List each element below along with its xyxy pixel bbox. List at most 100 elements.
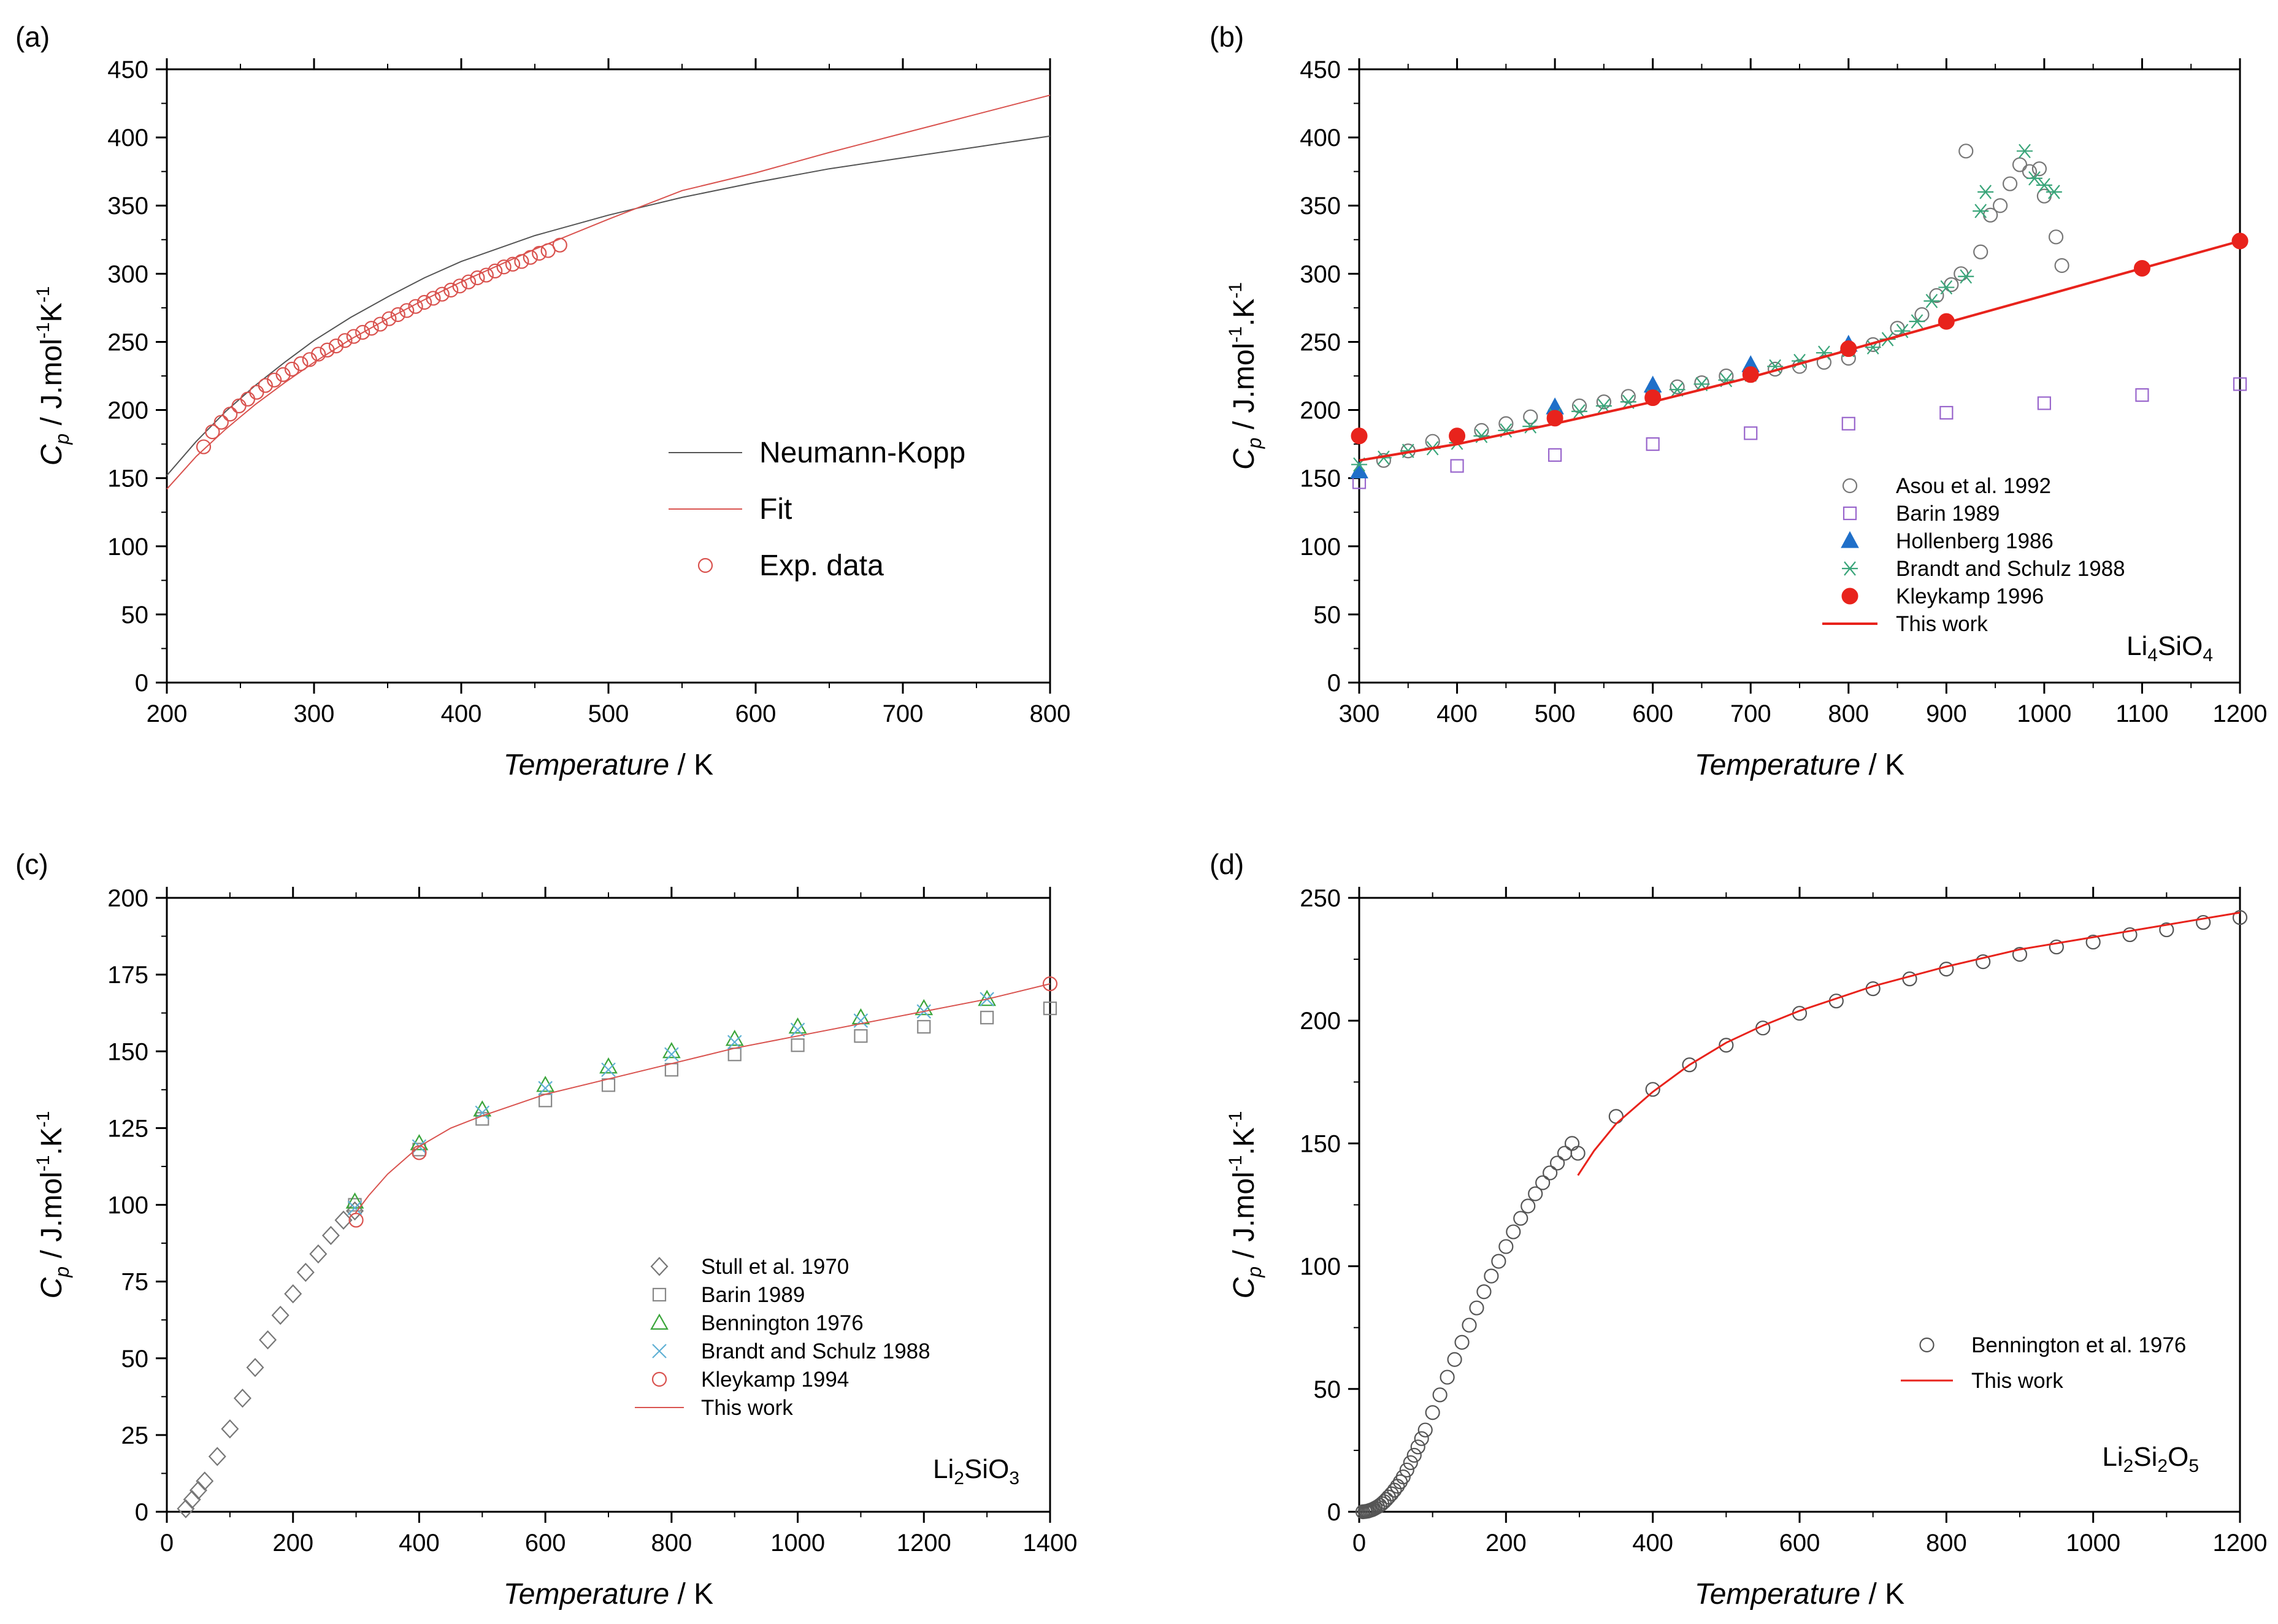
data-point [1929, 288, 1944, 303]
data-point [2016, 144, 2033, 159]
y-tick-label: 400 [1300, 124, 1341, 151]
x-tick-label: 1000 [2017, 700, 2071, 727]
x-tick-label: 1200 [2213, 1530, 2268, 1557]
y-tick-label: 150 [107, 1038, 148, 1065]
data-point [267, 372, 282, 388]
data-point [2085, 934, 2101, 950]
series-this-work [354, 983, 1051, 1215]
data-point [382, 311, 397, 326]
y-tick-label: 150 [107, 465, 148, 492]
legend-label: Fit [759, 493, 792, 526]
data-point [1571, 404, 1587, 419]
series-barin-1989 [1352, 377, 2247, 489]
x-tick-label: 600 [735, 700, 777, 727]
data-point [452, 278, 467, 294]
x-axis-title: Temperature / K [1695, 749, 1904, 781]
data-point [1909, 314, 1925, 329]
legend-label: This work [1896, 612, 1988, 636]
data-point [1719, 1038, 1734, 1053]
data-point [1682, 1057, 1697, 1073]
data-area [177, 976, 1058, 1519]
data-point [275, 367, 291, 382]
y-tick-label: 150 [1300, 465, 1341, 492]
data-point [1620, 389, 1636, 404]
y-tick-label: 400 [107, 124, 148, 151]
series-line [354, 983, 1051, 1215]
data-point [523, 250, 538, 265]
x-tick-label: 1000 [770, 1530, 825, 1557]
compound-label: Li4SiO4 [2127, 631, 2213, 665]
data-point [2233, 377, 2247, 391]
legend-label: Stull et al. 1970 [701, 1255, 849, 1279]
data-point [1476, 1284, 1492, 1300]
compound-label: Li2SiO3 [933, 1454, 1019, 1488]
y-tick-label: 0 [1327, 1499, 1341, 1526]
data-point [2049, 939, 2064, 955]
legend-label: Kleykamp 1996 [1896, 584, 2044, 608]
data-point [1491, 1254, 1506, 1269]
data-point [183, 1490, 201, 1509]
data-point [293, 356, 309, 372]
data-point [1646, 437, 1660, 451]
y-tick-label: 200 [1300, 397, 1341, 424]
data-point [1450, 459, 1464, 473]
data-point [601, 1062, 616, 1078]
data-point [223, 407, 238, 422]
data-point [233, 1388, 251, 1408]
series-barin-1989 [348, 1002, 1057, 1212]
data-point [328, 339, 344, 354]
x-tick-label: 800 [651, 1530, 692, 1557]
data-point [443, 282, 459, 298]
series-line [166, 94, 1051, 490]
legend-marker [652, 1287, 667, 1302]
legend-label: Bennington 1976 [701, 1311, 864, 1335]
data-point [2012, 157, 2028, 172]
x-tick-label: 400 [441, 700, 482, 727]
data-point [727, 1048, 742, 1062]
data-point [1484, 1268, 1499, 1284]
y-axis-title: Cp / J.mol-1K-1 [33, 286, 73, 466]
data-point [1454, 1335, 1470, 1350]
data-point [2002, 176, 2018, 191]
data-point [461, 274, 477, 289]
series-line [1359, 240, 2241, 462]
data-point [552, 237, 567, 253]
data-point [1379, 1492, 1394, 1507]
data-point [258, 378, 273, 393]
data-point [1042, 976, 1058, 992]
data-point [1410, 1439, 1425, 1455]
series-bennington-1976 [345, 989, 997, 1209]
data-point [1417, 1422, 1433, 1438]
data-point [337, 333, 353, 348]
data-point [1977, 185, 1994, 199]
data-point [1548, 448, 1562, 462]
x-tick-label: 700 [1730, 700, 1771, 727]
panel-label: (a) [15, 21, 50, 53]
data-point [399, 303, 415, 318]
data-point [854, 1029, 868, 1043]
x-tick-label: 400 [399, 1530, 440, 1557]
data-point [189, 1480, 207, 1500]
data-point [177, 1499, 195, 1519]
data-point [309, 1244, 328, 1264]
plot-frame [1358, 897, 2241, 1513]
data-point [2122, 927, 2138, 943]
plot-frame [166, 68, 1051, 684]
x-tick-label: 0 [1352, 1530, 1366, 1557]
data-point [1645, 1082, 1660, 1097]
y-tick-label: 250 [1300, 885, 1341, 912]
data-point [1939, 405, 1954, 420]
series-neumann-kopp [166, 135, 1051, 476]
data-point [320, 342, 335, 358]
legend-label: This work [1971, 1369, 2063, 1393]
data-point [2012, 946, 2028, 962]
x-tick-label: 800 [1030, 700, 1071, 727]
x-tick-label: 700 [883, 700, 924, 727]
legend: Stull et al. 1970 Barin 1989 Bennington 19… [635, 1255, 930, 1420]
y-tick-label: 125 [107, 1115, 148, 1142]
series-line [1577, 911, 2241, 1176]
data-point [2159, 922, 2174, 938]
y-tick-label: 0 [135, 1499, 148, 1526]
y-tick-label: 0 [1327, 670, 1341, 697]
x-tick-label: 1200 [2213, 700, 2268, 727]
